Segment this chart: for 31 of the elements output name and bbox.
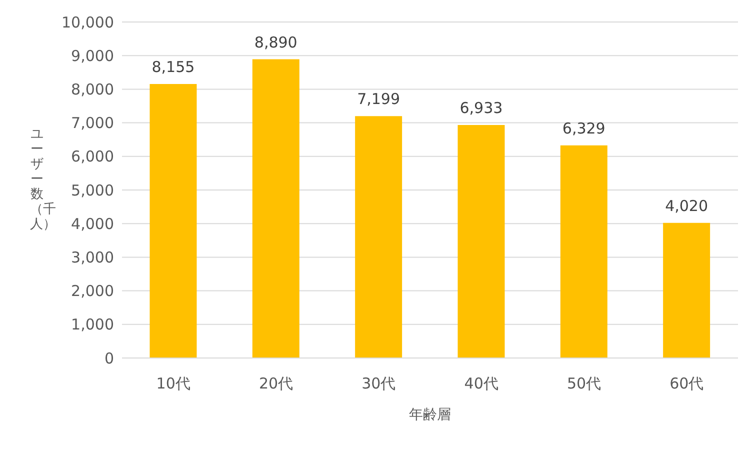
y-tick-label: 10,000 [62, 13, 114, 32]
bar [560, 145, 608, 358]
bar [252, 59, 300, 358]
x-axis-title: 年齢層 [408, 406, 452, 424]
y-tick-label: 8,000 [71, 80, 114, 99]
y-tick-label: 5,000 [71, 181, 114, 200]
y-tick-label: 4,000 [71, 214, 114, 233]
y-tick-label: 1,000 [71, 316, 114, 334]
data-label: 6,933 [460, 99, 503, 118]
y-tick-label: 2,000 [71, 282, 114, 300]
y-tick-label: 3,000 [71, 248, 114, 267]
data-label: 8,155 [152, 58, 195, 76]
data-label: 6,329 [562, 119, 606, 138]
x-tick-label: 30代 [362, 374, 396, 393]
y-tick-label: 6,000 [71, 148, 114, 166]
bar [355, 116, 402, 358]
bar [458, 125, 505, 358]
x-tick-label: 50代 [566, 374, 602, 393]
y-tick-label: 7,000 [71, 114, 114, 132]
bar [150, 84, 197, 358]
x-tick-label: 10代 [156, 374, 190, 393]
y-axis-title: ユーザー数（千人） [30, 127, 56, 233]
y-tick-label: 9,000 [71, 46, 114, 65]
data-label: 4,020 [665, 196, 708, 215]
bar [663, 222, 710, 358]
data-label: 8,890 [254, 33, 298, 52]
y-tick-label: 0 [104, 349, 114, 368]
x-tick-label: 60代 [670, 374, 704, 393]
data-label: 7,199 [357, 90, 400, 108]
x-tick-label: 20代 [258, 374, 294, 393]
x-tick-label: 40代 [464, 374, 498, 393]
